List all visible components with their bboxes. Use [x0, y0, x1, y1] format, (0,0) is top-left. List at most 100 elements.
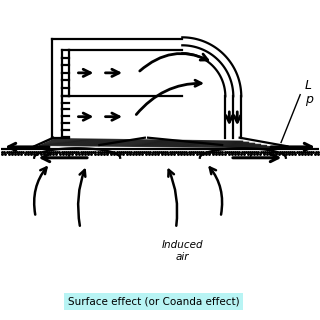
Point	[82, 149, 87, 154]
Point	[99, 152, 104, 157]
Point	[258, 149, 263, 154]
Point	[102, 152, 107, 157]
Point	[4, 149, 9, 154]
Point	[60, 152, 65, 157]
Point	[163, 149, 168, 154]
Point	[133, 152, 139, 157]
Point	[312, 152, 317, 157]
Point	[220, 149, 225, 154]
Point	[296, 152, 301, 157]
Point	[258, 152, 263, 157]
Point	[298, 149, 303, 154]
Point	[101, 149, 107, 154]
Point	[223, 152, 228, 157]
Point	[2, 149, 7, 154]
Point	[158, 149, 164, 154]
Point	[300, 149, 306, 154]
Point	[59, 149, 64, 154]
Point	[97, 149, 102, 154]
Point	[127, 149, 132, 154]
Point	[285, 149, 291, 154]
Point	[190, 149, 196, 154]
Point	[69, 149, 75, 154]
Point	[8, 149, 13, 154]
Point	[152, 149, 157, 154]
Point	[277, 149, 282, 154]
Point	[307, 149, 312, 154]
Point	[210, 152, 215, 157]
Point	[153, 152, 158, 157]
Point	[196, 149, 202, 154]
Point	[309, 149, 314, 154]
Point	[277, 152, 282, 157]
Point	[146, 149, 151, 154]
Point	[283, 152, 288, 157]
Point	[118, 152, 123, 157]
Point	[150, 149, 155, 154]
Point	[108, 149, 113, 154]
Point	[121, 152, 126, 157]
Point	[12, 149, 18, 154]
Point	[169, 152, 174, 157]
Point	[313, 149, 318, 154]
Point	[72, 149, 77, 154]
Point	[78, 149, 83, 154]
Point	[53, 149, 58, 154]
Point	[16, 152, 21, 157]
Point	[181, 152, 187, 157]
Point	[133, 149, 138, 154]
Point	[93, 149, 98, 154]
Point	[36, 149, 41, 154]
Point	[279, 149, 284, 154]
Point	[149, 152, 155, 157]
Point	[188, 152, 193, 157]
Point	[115, 152, 120, 157]
Point	[31, 149, 36, 154]
Point	[216, 152, 221, 157]
Point	[86, 149, 92, 154]
Point	[226, 149, 231, 154]
Point	[306, 152, 311, 157]
Point	[124, 149, 130, 154]
Text: Surface effect (or Coanda effect): Surface effect (or Coanda effect)	[68, 297, 239, 307]
Point	[186, 149, 191, 154]
Point	[161, 149, 166, 154]
Point	[180, 149, 185, 154]
Point	[9, 152, 14, 157]
Point	[25, 149, 30, 154]
Point	[63, 152, 68, 157]
Point	[116, 149, 121, 154]
Point	[204, 152, 209, 157]
Point	[92, 152, 97, 157]
Point	[57, 149, 62, 154]
Point	[86, 152, 91, 157]
Point	[74, 149, 79, 154]
Point	[140, 149, 145, 154]
Point	[241, 149, 246, 154]
Point	[302, 149, 308, 154]
Point	[21, 149, 26, 154]
Point	[229, 152, 234, 157]
Point	[197, 152, 202, 157]
Point	[184, 149, 189, 154]
Point	[243, 149, 248, 154]
Point	[159, 152, 164, 157]
Point	[32, 152, 37, 157]
Point	[46, 149, 52, 154]
Point	[281, 149, 286, 154]
Point	[114, 149, 119, 154]
Point	[144, 149, 149, 154]
Point	[135, 149, 140, 154]
Point	[237, 149, 242, 154]
Point	[118, 149, 124, 154]
Point	[220, 152, 225, 157]
Point	[141, 149, 147, 154]
Point	[194, 152, 199, 157]
Point	[256, 149, 261, 154]
Point	[226, 152, 231, 157]
Point	[315, 152, 320, 157]
Point	[76, 152, 81, 157]
Point	[247, 149, 252, 154]
Point	[273, 149, 278, 154]
Point	[292, 149, 297, 154]
